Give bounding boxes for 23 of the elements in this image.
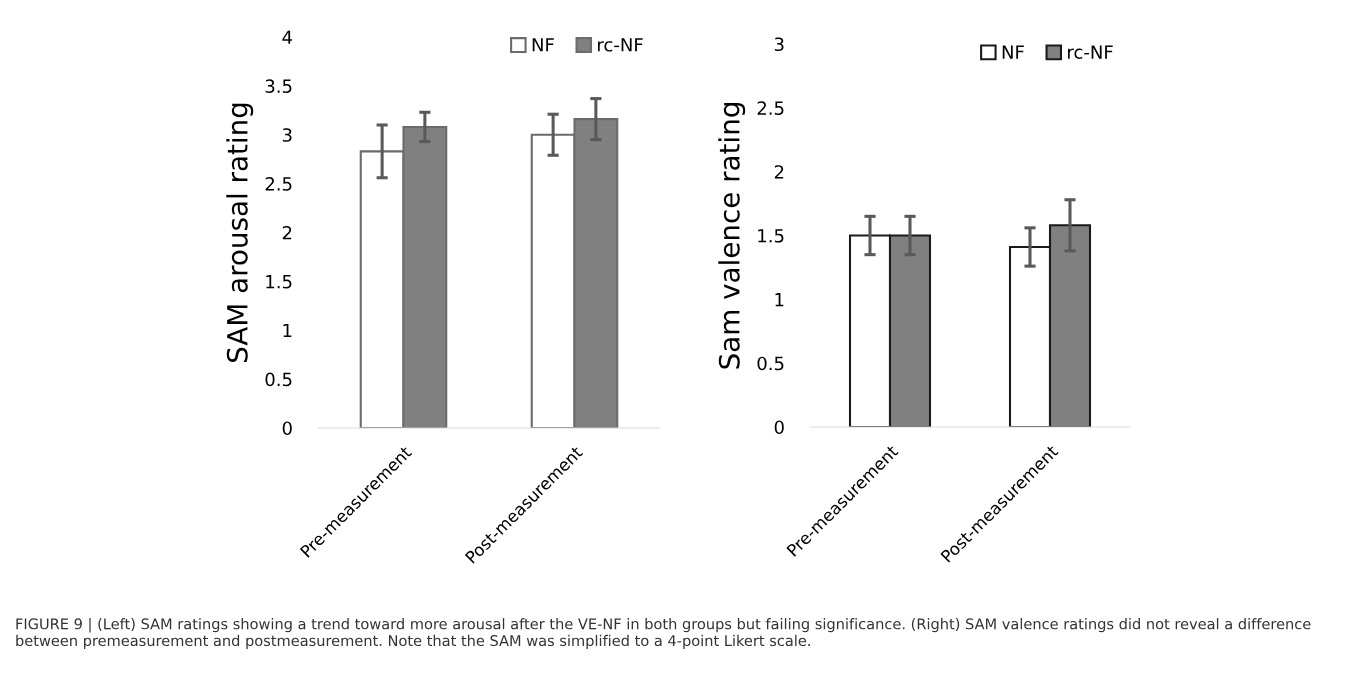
caption: FIGURE 9 | (Left) SAM ratings showing a trend toward more arousal after the VE-NF in both groups but failing significance. (Right) SAM valence ratings did not reveal a difference between premeasurement and postmeasurement. Note that the SAM was simplified to a 4-point Likert scale. [16,618,1311,649]
y-axis-title: Sam valence rating [718,103,746,369]
legend-label: NF [532,38,554,52]
y-tick-label: 3 [774,37,784,52]
y-tick-label: 2.5 [265,177,292,191]
y-tick-label: 1.5 [266,275,292,289]
y-tick-label: 4 [282,30,292,44]
y-tick-label: 2 [282,225,292,240]
legend-label: rc-NF [1068,45,1113,59]
legend-label: rc-NF [598,38,643,52]
y-tick-label: 1.5 [758,229,784,243]
y-tick-label: 3 [282,128,292,142]
legend-label: NF [1002,45,1024,59]
y-tick-label: 0 [774,420,784,435]
y-tick-label: 0.5 [757,356,784,371]
y-axis-title: SAM arousal rating [226,103,254,363]
y-tick-label: 0 [282,421,292,436]
y-tick-label: 1 [775,293,784,307]
y-tick-label: 2 [774,165,784,179]
y-tick-label: 2.5 [757,101,784,115]
y-tick-label: 1 [283,323,292,338]
y-tick-label: 3.5 [265,79,292,93]
y-tick-label: 0.5 [265,372,292,387]
